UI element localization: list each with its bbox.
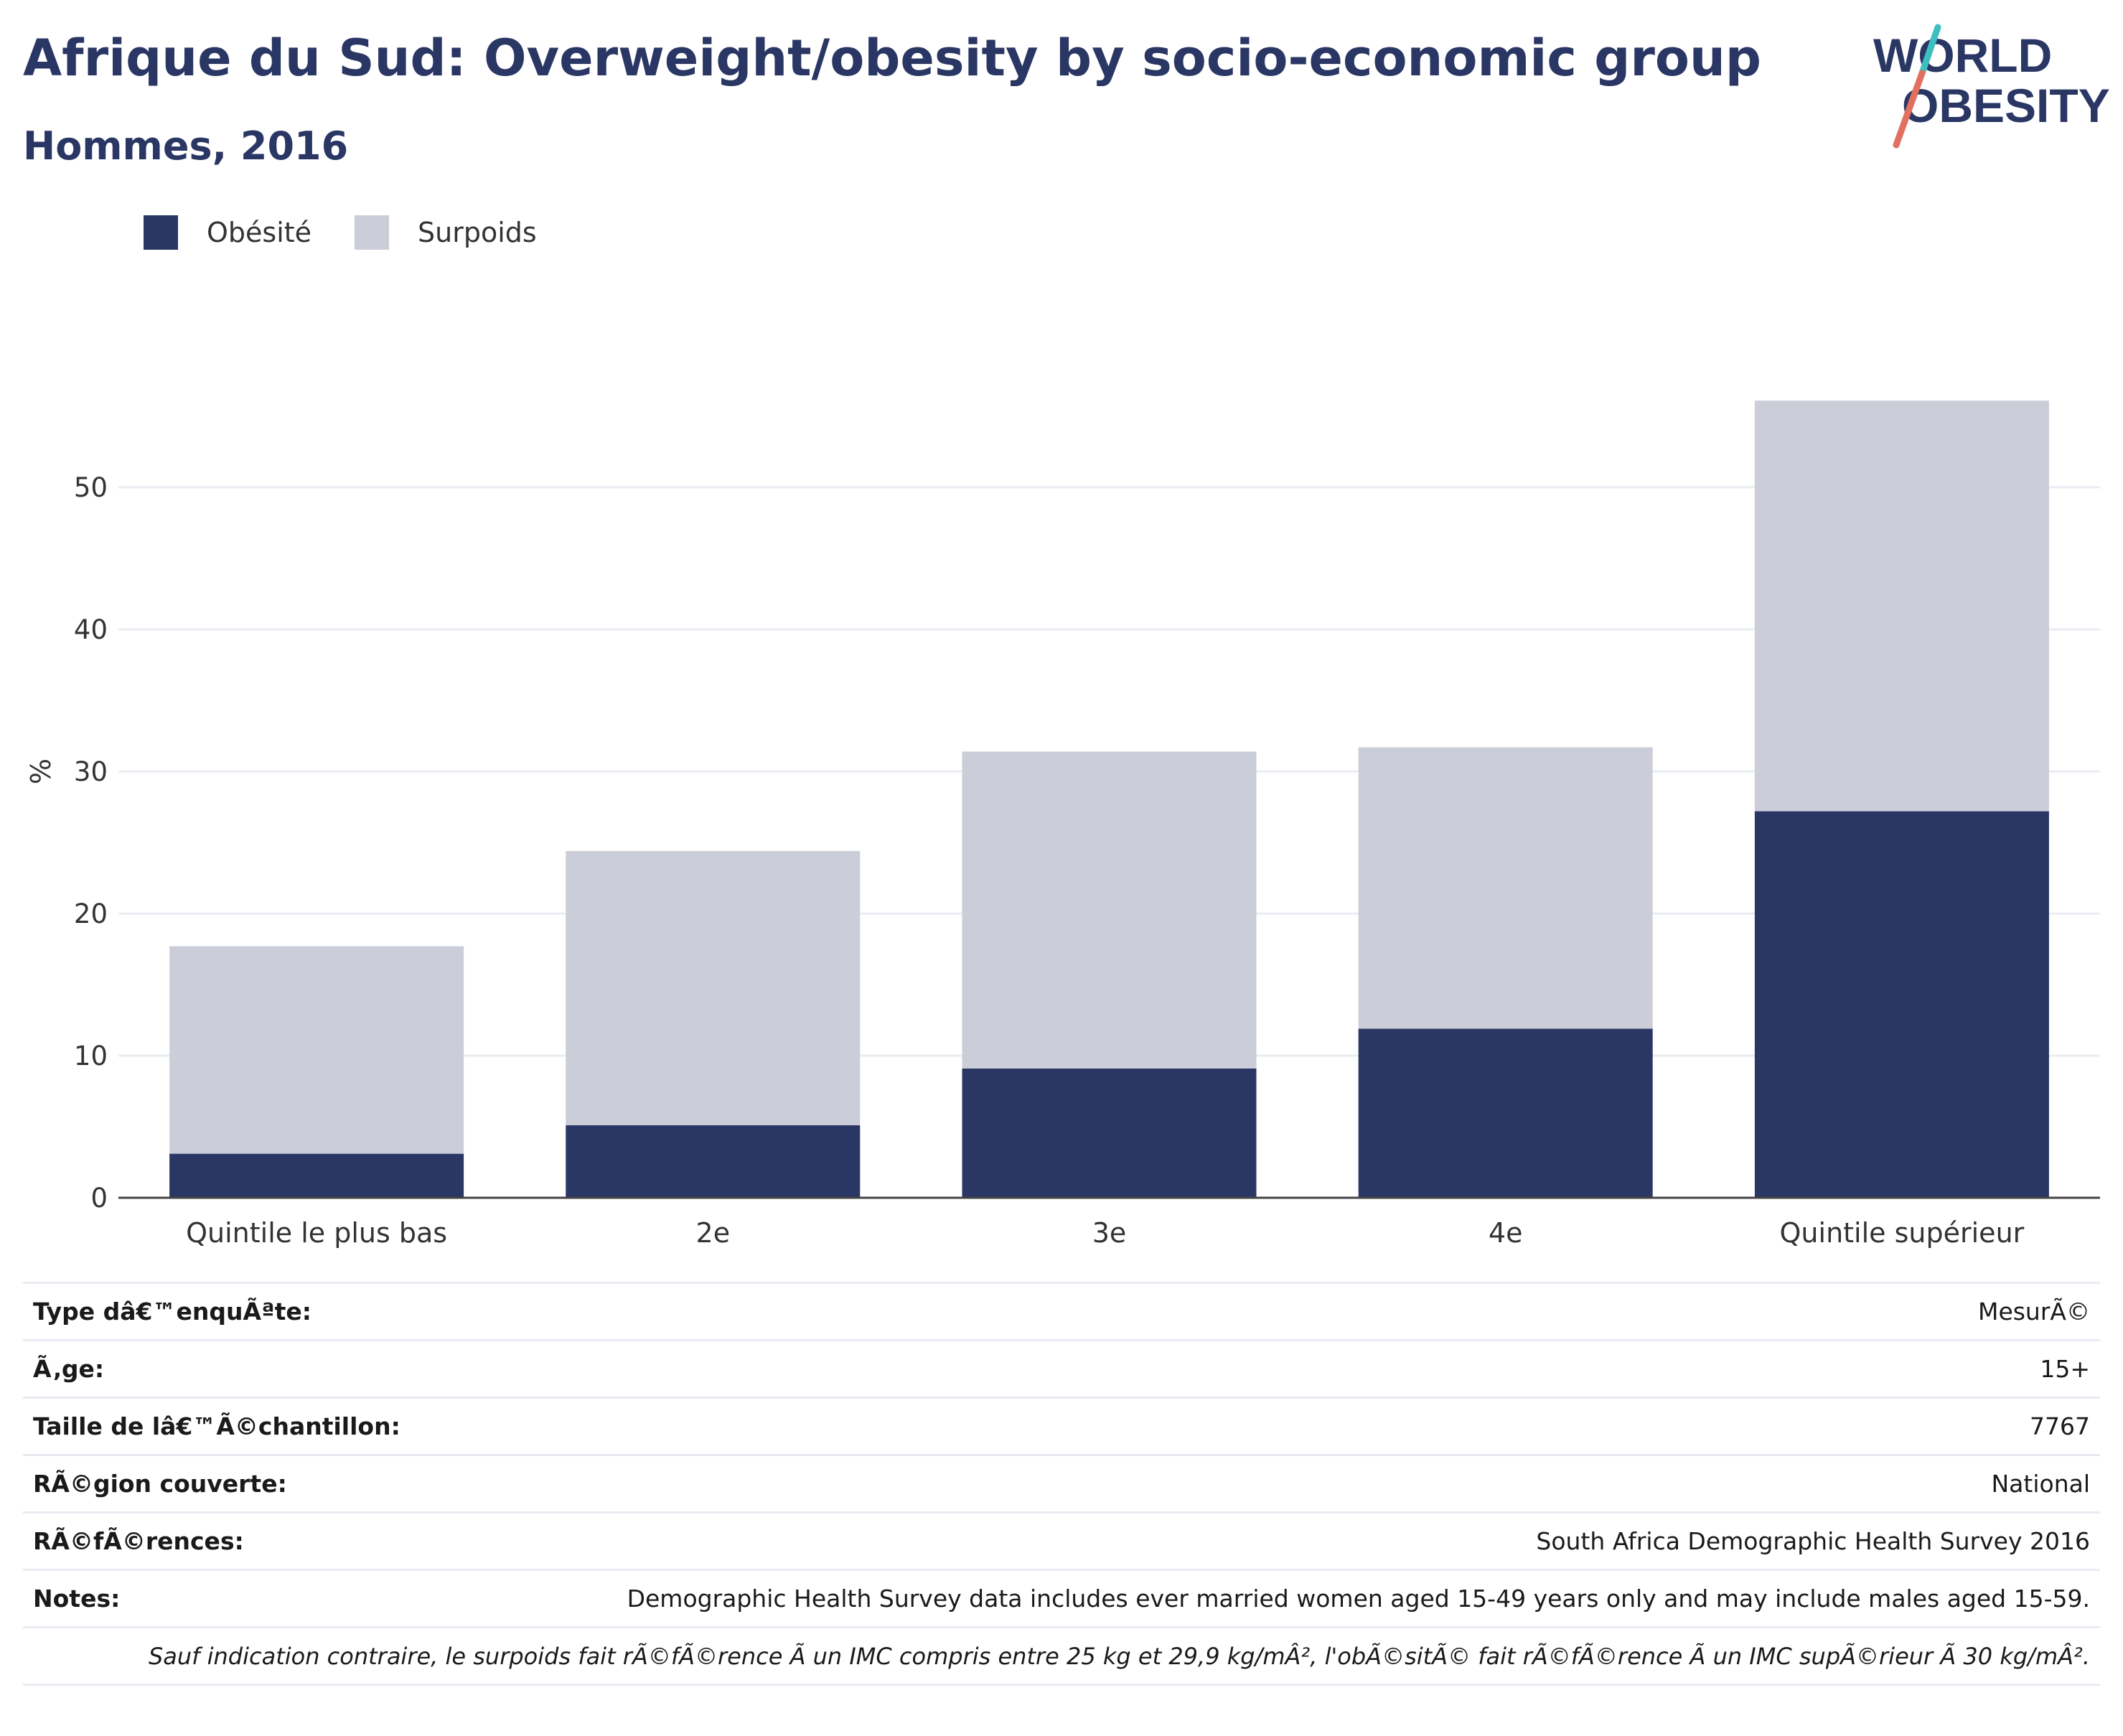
legend-item-obesite[interactable]: Obésité [144, 215, 311, 250]
logo-line2: OBESITY [1902, 79, 2110, 132]
bar-obesite [962, 1068, 1257, 1198]
y-tick-label: 10 [74, 1041, 108, 1071]
info-value: 15+ [2040, 1355, 2090, 1383]
bar-surpoids [169, 946, 464, 1154]
info-value: National [1991, 1470, 2090, 1498]
bar-obesite [566, 1125, 861, 1198]
x-tick-label: Quintile le plus bas [186, 1217, 447, 1249]
info-row-region: RÃ©gion couverte: National [23, 1455, 2100, 1513]
logo-slash-red [1893, 70, 1926, 149]
info-key: RÃ©fÃ©rences: [33, 1527, 244, 1555]
y-tick-label: 30 [74, 756, 108, 787]
info-key: RÃ©gion couverte: [33, 1470, 287, 1498]
survey-info-table: Type dâ€™enquÃªte: MesurÃ© Ã‚ge: 15+ Tai… [23, 1282, 2100, 1686]
legend-swatch-surpoids [355, 215, 390, 250]
x-tick-label: Quintile supérieur [1780, 1217, 2025, 1249]
bar-surpoids [1358, 747, 1653, 1029]
legend-item-surpoids[interactable]: Surpoids [355, 215, 537, 250]
y-tick-label: 20 [74, 899, 108, 929]
info-key: Ã‚ge: [33, 1355, 105, 1383]
info-row-survey-type: Type dâ€™enquÃªte: MesurÃ© [23, 1282, 2100, 1341]
bar-obesite [169, 1153, 464, 1198]
legend-label-obesite: Obésité [207, 217, 312, 248]
chart-title: Afrique du Sud: Overweight/obesity by so… [23, 29, 1761, 88]
logo-slash-teal [1918, 24, 1941, 77]
logo-line1: WORLD [1873, 29, 2052, 82]
footnote: Sauf indication contraire, le surpoids f… [148, 1642, 2090, 1670]
info-row-age: Ã‚ge: 15+ [23, 1340, 2100, 1398]
legend: Obésité Surpoids [144, 212, 580, 253]
info-key: Type dâ€™enquÃªte: [33, 1298, 311, 1326]
y-axis-label: % [25, 759, 57, 784]
bar-surpoids [566, 850, 861, 1126]
x-tick-label: 4e [1489, 1217, 1523, 1249]
legend-swatch-obesite [144, 215, 178, 250]
x-tick-label: 3e [1092, 1217, 1127, 1249]
y-tick-label: 40 [74, 614, 108, 645]
y-tick-label: 50 [74, 472, 108, 503]
info-value: 7767 [2030, 1412, 2090, 1440]
info-row-references: RÃ©fÃ©rences: South Africa Demographic H… [23, 1512, 2100, 1570]
y-tick-label: 0 [90, 1183, 108, 1214]
info-value: MesurÃ© [1977, 1298, 2090, 1326]
chart-subtitle: Hommes, 2016 [23, 123, 349, 169]
info-value: Demographic Health Survey data includes … [627, 1585, 2090, 1613]
info-value: South Africa Demographic Health Survey 2… [1536, 1527, 2090, 1555]
bar-obesite [1358, 1028, 1653, 1198]
info-row-sample-size: Taille de lâ€™Ã©chantillon: 7767 [23, 1397, 2100, 1455]
bar-chart: 0 10 20 30 40 50% Quintile le plus bas 2e 3e 4e Qu… [25, 400, 2100, 1249]
bar-surpoids [1754, 400, 2049, 812]
x-tick-label: 2e [696, 1217, 731, 1249]
legend-label-surpoids: Surpoids [418, 217, 537, 248]
info-row-footnote: Sauf indication contraire, le surpoids f… [23, 1627, 2100, 1685]
world-obesity-logo: WORLD OBESITY [1873, 24, 2110, 149]
info-row-notes: Notes: Demographic Health Survey data in… [23, 1570, 2100, 1628]
info-key: Notes: [33, 1585, 121, 1613]
info-key: Taille de lâ€™Ã©chantillon: [33, 1412, 400, 1440]
bar-surpoids [962, 751, 1257, 1069]
bar-obesite [1754, 811, 2049, 1198]
